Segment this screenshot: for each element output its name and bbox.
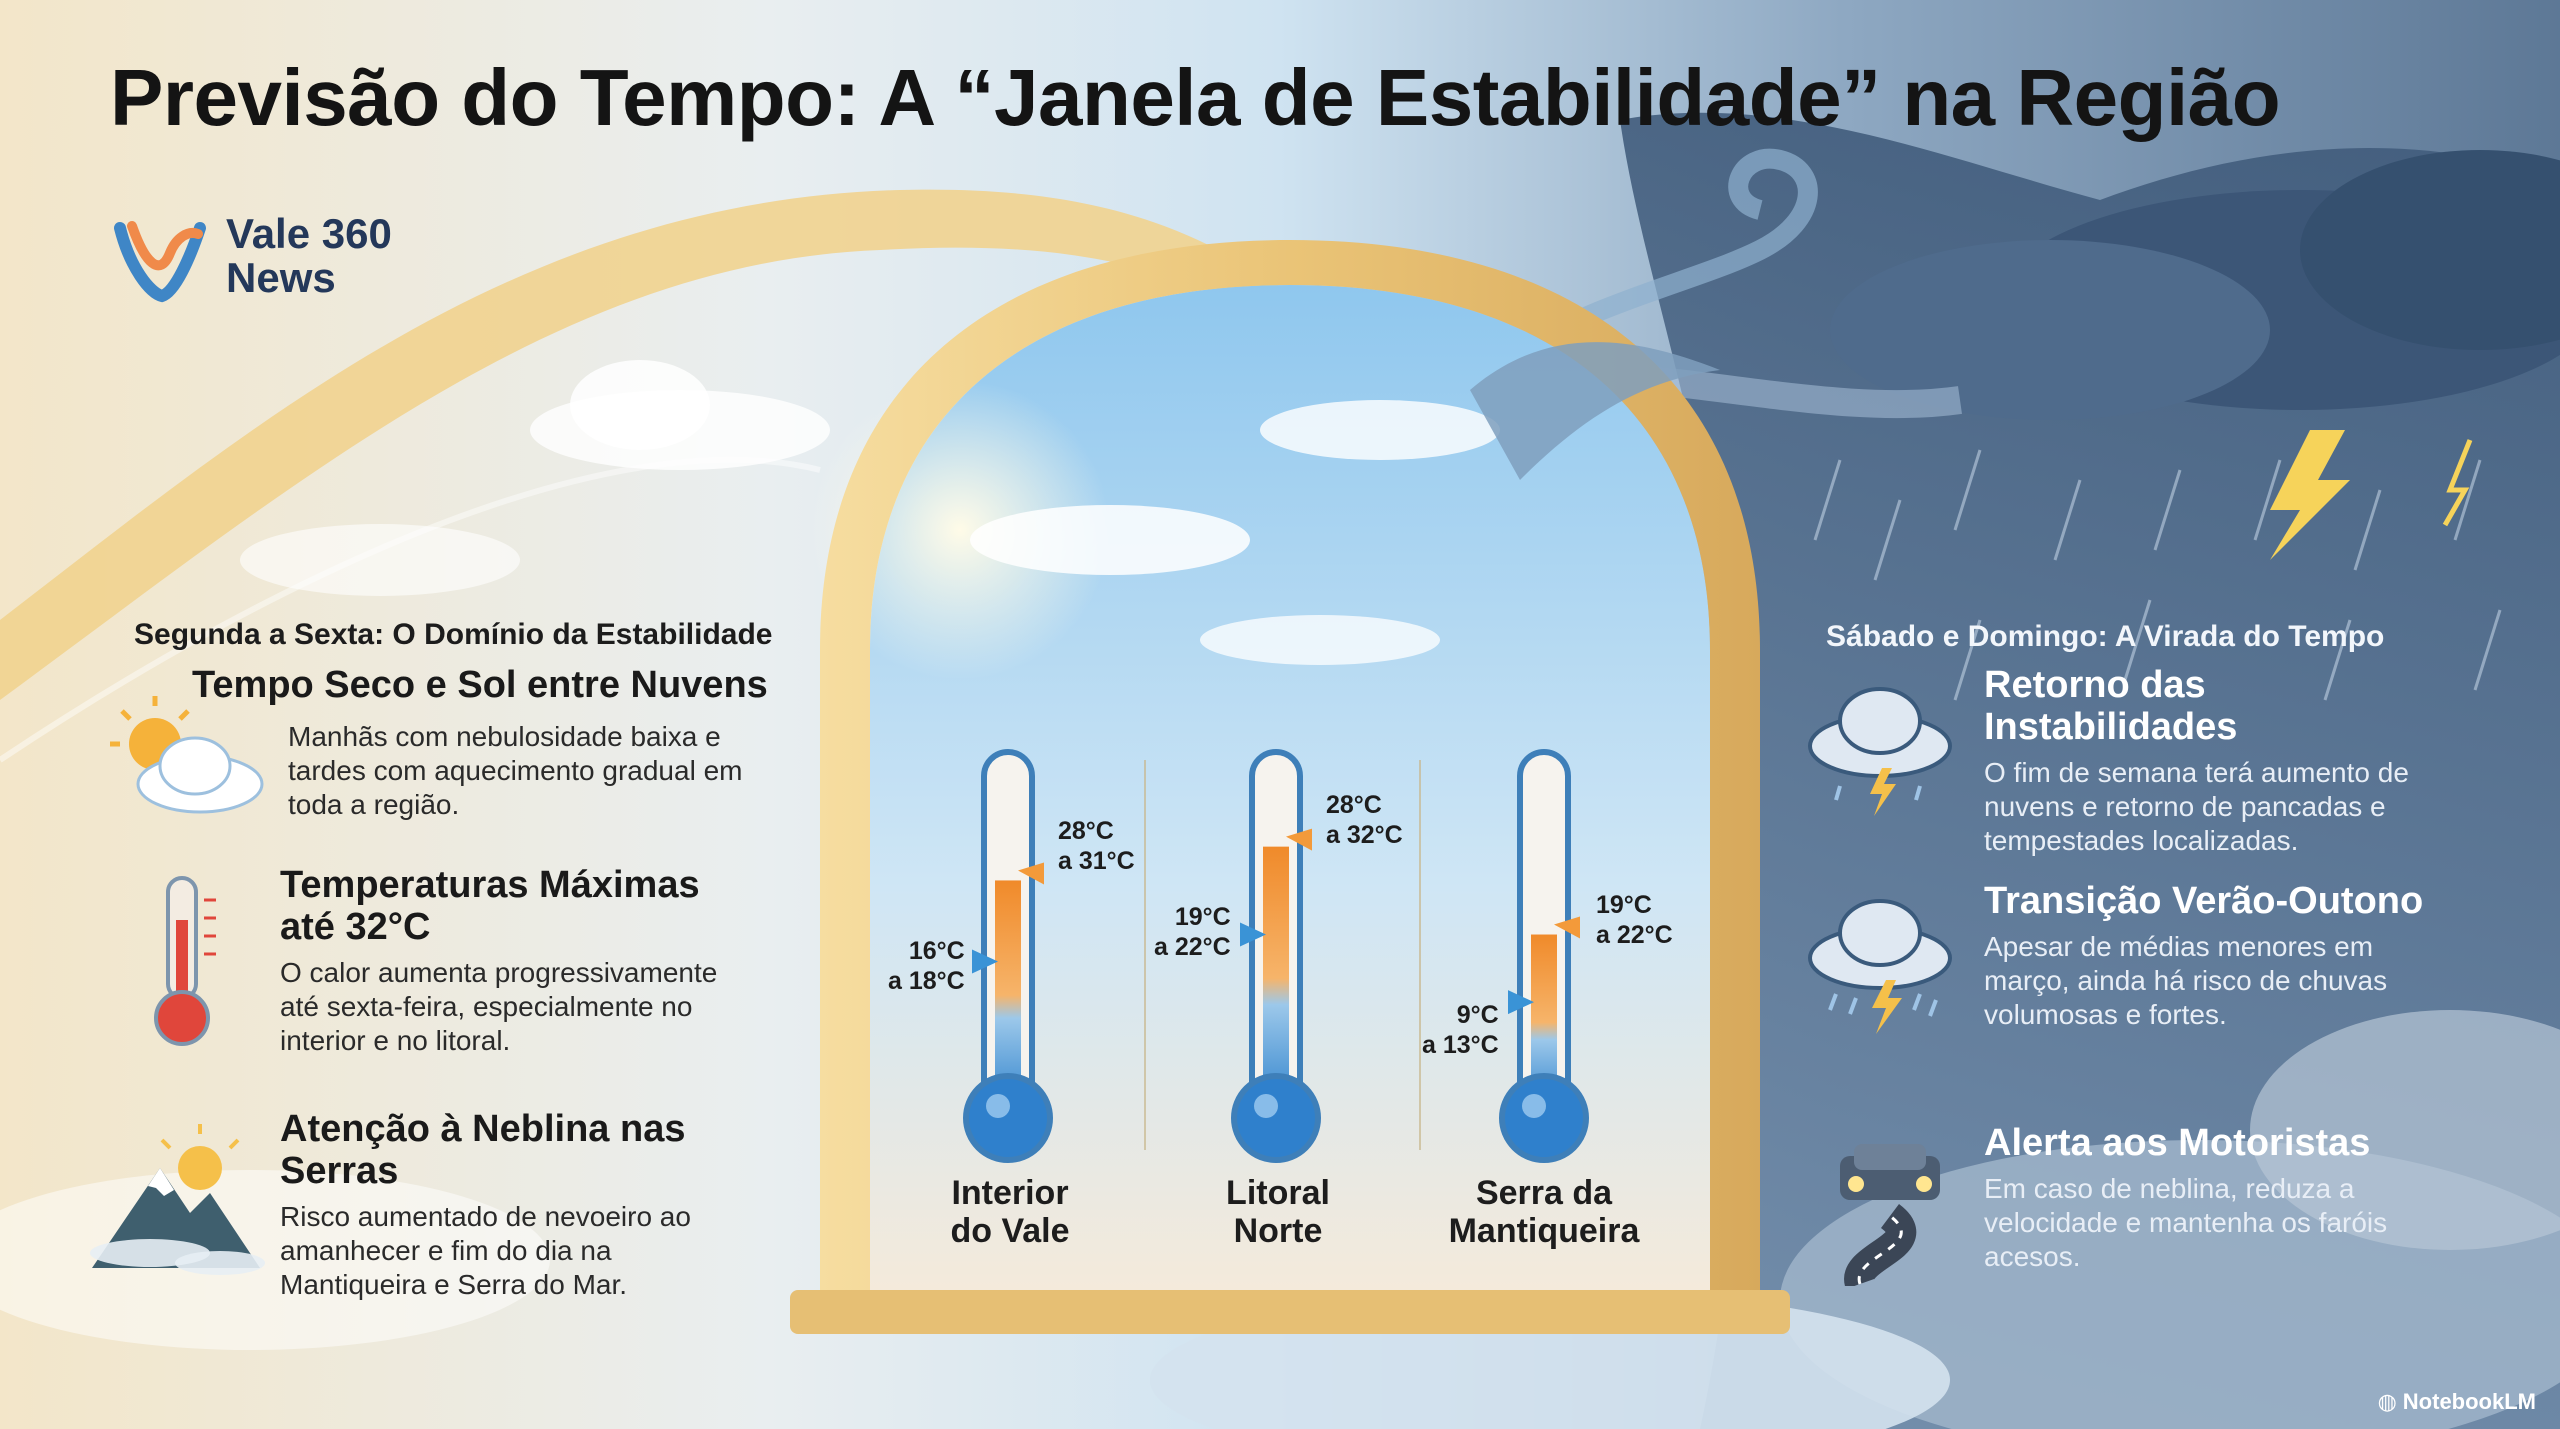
therm-label-serra-line2: Mantiqueira xyxy=(1448,1212,1640,1250)
thermometer-bulb-shine-interior xyxy=(986,1094,1010,1118)
right-item-2-title: Transição Verão-Outono xyxy=(1984,880,2424,922)
right-item-3-title: Alerta aos Motoristas xyxy=(1984,1122,2371,1164)
min-tag-litoral: 19°C a 22°C xyxy=(1154,902,1231,962)
min-tag-serra: 9°C a 13°C xyxy=(1422,1000,1499,1060)
right-item-3-text: Em caso de neblina, reduza a velocidade … xyxy=(1984,1173,2388,1272)
thermometer-bulb-shine-litoral xyxy=(1254,1094,1278,1118)
max-tag-serra-2: a 22°C xyxy=(1596,921,1673,949)
car-road-icon xyxy=(1840,1144,1940,1286)
therm-label-litoral-line2: Norte xyxy=(1233,1212,1323,1250)
min-marker-serra xyxy=(1508,990,1534,1015)
max-tag-litoral: 28°C a 32°C xyxy=(1326,790,1403,850)
brand-logo: Vale 360 News xyxy=(110,208,430,308)
therm-label-interior: Interior do Vale xyxy=(880,1174,1140,1250)
right-item-1-title: Retorno das Instabilidades xyxy=(1984,664,2238,748)
notebooklm-label: NotebookLM xyxy=(2402,1389,2536,1414)
heavy-rain-icon xyxy=(1808,899,1952,1034)
therm-label-serra-line1: Serra da xyxy=(1475,1174,1613,1212)
max-tag-serra-1: 19°C xyxy=(1596,891,1652,919)
therm-label-interior-line2: do Vale xyxy=(950,1212,1070,1250)
min-marker-interior xyxy=(972,949,998,974)
max-marker-litoral xyxy=(1286,828,1312,851)
left-item-1-title: Tempo Seco e Sol entre Nuvens xyxy=(192,664,768,706)
max-tag-interior-2: a 31°C xyxy=(1058,847,1135,875)
logo-line-1: Vale 360 xyxy=(226,210,392,257)
mountain-fog-icon xyxy=(90,1124,265,1275)
min-tag-serra-2: a 13°C xyxy=(1422,1031,1499,1059)
therm-label-litoral: Litoral Norte xyxy=(1148,1174,1408,1250)
max-tag-interior-1: 28°C xyxy=(1058,817,1114,845)
min-tag-interior: 16°C a 18°C xyxy=(888,936,965,996)
thermometer-icon xyxy=(154,876,216,1046)
thermometer-bulb-serra xyxy=(1499,1073,1589,1163)
therm-label-serra: Serra da Mantiqueira xyxy=(1414,1174,1674,1250)
left-item-3-title: Atenção à Neblina nas Serras xyxy=(280,1108,686,1192)
thermometer-fill-interior xyxy=(995,880,1021,1110)
min-tag-litoral-1: 19°C xyxy=(1174,903,1231,931)
thermometer-bulb-litoral xyxy=(1231,1073,1321,1163)
sun-cloud-icon xyxy=(110,696,264,814)
thermometer-bulb-shine-serra xyxy=(1522,1094,1546,1118)
left-item-3-text: Risco aumentado de nevoeiro ao amanhecer… xyxy=(280,1201,691,1300)
max-tag-litoral-1: 28°C xyxy=(1326,791,1382,819)
right-item-2-text: Apesar de médias menores em março, ainda… xyxy=(1984,931,2388,1030)
vale360-logo-icon xyxy=(114,221,206,303)
max-tag-interior: 28°C a 31°C xyxy=(1058,816,1135,876)
max-marker-interior xyxy=(1018,862,1044,885)
left-item-2-title: Temperaturas Máximas até 32°C xyxy=(280,864,700,948)
max-marker-serra xyxy=(1554,916,1580,939)
max-tag-litoral-2: a 32°C xyxy=(1326,821,1403,849)
storm-cloud-icon xyxy=(1808,687,1952,816)
min-tag-litoral-2: a 22°C xyxy=(1154,933,1231,961)
right-section-heading: Sábado e Domingo: A Virada do Tempo xyxy=(1826,620,2385,653)
logo-line-2: News xyxy=(226,254,336,301)
notebooklm-brand: ◍ NotebookLM xyxy=(2378,1389,2536,1415)
page-title: Previsão do Tempo: A “Janela de Estabili… xyxy=(110,53,2281,142)
left-item-2-text: O calor aumenta progressivamente até sex… xyxy=(280,957,718,1056)
min-tag-interior-2: a 18°C xyxy=(888,967,965,995)
min-marker-litoral xyxy=(1240,922,1266,947)
left-item-1-text: Manhãs com nebulosidade baixa e tardes c… xyxy=(288,721,743,820)
right-item-1-text: O fim de semana terá aumento de nuvens e… xyxy=(1984,757,2409,856)
notebooklm-icon: ◍ xyxy=(2377,1389,2397,1414)
therm-label-litoral-line1: Litoral xyxy=(1226,1174,1330,1212)
left-section-heading: Segunda a Sexta: O Domínio da Estabilida… xyxy=(134,618,773,651)
min-tag-serra-1: 9°C xyxy=(1456,1001,1499,1029)
thermometer-fill-litoral xyxy=(1263,846,1289,1110)
min-tag-interior-1: 16°C xyxy=(908,937,965,965)
max-tag-serra: 19°C a 22°C xyxy=(1596,890,1673,950)
thermometer-bulb-interior xyxy=(963,1073,1053,1163)
therm-label-interior-line1: Interior xyxy=(951,1174,1069,1212)
